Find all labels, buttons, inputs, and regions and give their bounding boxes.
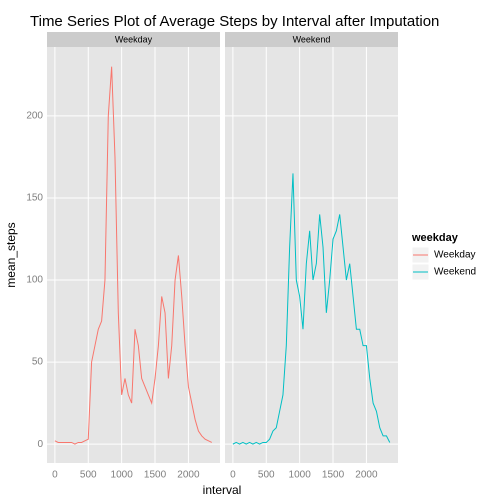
y-tick-label: 100 <box>26 275 43 286</box>
panel-background <box>47 47 220 463</box>
x-tick-label: 2000 <box>355 470 378 481</box>
legend-title: weekday <box>411 232 459 244</box>
x-tick-label: 1500 <box>322 470 345 481</box>
x-tick-label: 1000 <box>289 470 312 481</box>
y-tick-label: 50 <box>32 357 44 368</box>
x-tick-label: 1500 <box>144 470 167 481</box>
x-tick-label: 1000 <box>111 470 134 481</box>
x-tick-label: 0 <box>52 470 58 481</box>
strip-background <box>47 32 220 47</box>
y-axis-label: mean_steps <box>4 222 18 287</box>
legend-label: Weekday <box>434 250 476 261</box>
x-tick-label: 500 <box>80 470 97 481</box>
x-tick-label: 500 <box>258 470 275 481</box>
chart-title: Time Series Plot of Average Steps by Int… <box>30 13 439 30</box>
x-axis-label: interval <box>203 483 242 497</box>
legend-label: Weekend <box>434 267 476 278</box>
y-tick-label: 0 <box>37 439 43 450</box>
strip-label: Weekday <box>115 34 153 44</box>
y-tick-label: 200 <box>26 111 43 122</box>
x-tick-label: 0 <box>230 470 236 481</box>
series-line <box>54 66 213 445</box>
strip-background <box>225 32 398 47</box>
y-tick-label: 150 <box>26 193 43 204</box>
series-line <box>232 173 391 445</box>
strip-label: Weekend <box>293 34 331 44</box>
x-tick-label: 2000 <box>177 470 200 481</box>
